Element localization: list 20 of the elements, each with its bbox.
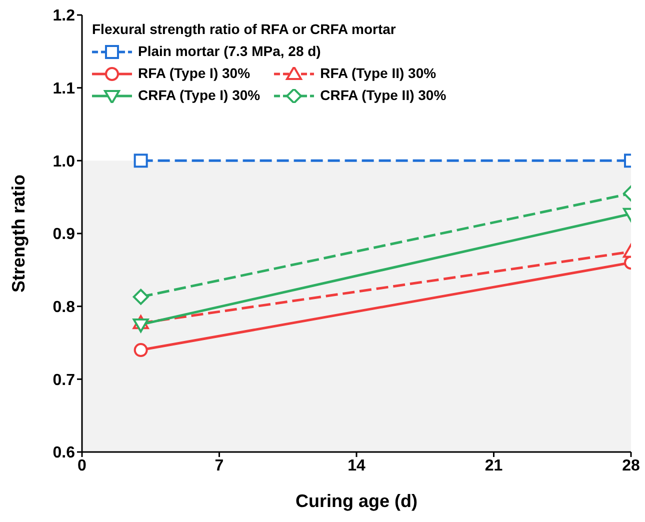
y-tick-label: 0.9: [52, 226, 76, 244]
legend-label: Plain mortar (7.3 MPa, 28 d): [137, 42, 322, 61]
x-tick-label: 14: [348, 457, 366, 474]
y-tick-label: 1.0: [52, 153, 76, 170]
y-tick-label: 0.7: [52, 372, 76, 389]
x-axis-title: Curing age (d): [296, 491, 418, 511]
legend-label: CRFA (Type I) 30%: [137, 86, 260, 105]
x-tick-label: 7: [214, 457, 224, 474]
x-tick-label: 0: [78, 457, 87, 474]
y-tick-label: 1.1: [52, 80, 76, 98]
y-tick-label: 0.8: [52, 299, 76, 316]
legend-label: RFA (Type I) 30%: [137, 64, 252, 83]
y-axis-title: Strength ratio: [8, 174, 28, 293]
x-tick-label: 21: [484, 457, 503, 474]
y-tick-label: 1.2: [52, 8, 76, 25]
x-tick-label: 28: [622, 457, 640, 474]
y-tick-label: 0.6: [52, 444, 76, 462]
legend-label: CRFA (Type II) 30%: [319, 86, 446, 105]
legend-label: RFA (Type II) 30%: [319, 64, 438, 83]
legend-title: Flexural strength ratio of RFA or CRFA mortar: [92, 20, 397, 39]
